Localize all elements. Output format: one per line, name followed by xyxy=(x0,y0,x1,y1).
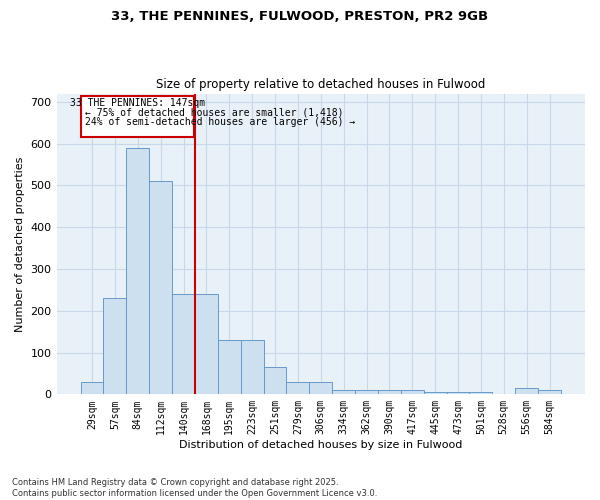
Bar xyxy=(286,382,310,394)
Bar xyxy=(310,382,332,394)
Bar xyxy=(195,294,218,394)
Bar xyxy=(332,390,355,394)
Bar xyxy=(241,340,263,394)
Text: 33, THE PENNINES, FULWOOD, PRESTON, PR2 9GB: 33, THE PENNINES, FULWOOD, PRESTON, PR2 … xyxy=(112,10,488,23)
Bar xyxy=(172,294,195,394)
Text: Contains HM Land Registry data © Crown copyright and database right 2025.
Contai: Contains HM Land Registry data © Crown c… xyxy=(12,478,377,498)
Text: ← 75% of detached houses are smaller (1,418): ← 75% of detached houses are smaller (1,… xyxy=(85,108,344,118)
X-axis label: Distribution of detached houses by size in Fulwood: Distribution of detached houses by size … xyxy=(179,440,463,450)
Y-axis label: Number of detached properties: Number of detached properties xyxy=(15,156,25,332)
Bar xyxy=(149,182,172,394)
FancyBboxPatch shape xyxy=(80,96,194,138)
Text: 33 THE PENNINES: 147sqm: 33 THE PENNINES: 147sqm xyxy=(70,98,205,108)
Text: 24% of semi-detached houses are larger (456) →: 24% of semi-detached houses are larger (… xyxy=(85,118,355,128)
Bar xyxy=(103,298,127,394)
Bar xyxy=(401,390,424,394)
Bar xyxy=(538,390,561,394)
Bar xyxy=(80,382,103,394)
Bar xyxy=(424,392,446,394)
Bar xyxy=(469,392,493,394)
Title: Size of property relative to detached houses in Fulwood: Size of property relative to detached ho… xyxy=(156,78,485,91)
Bar xyxy=(515,388,538,394)
Bar xyxy=(446,392,469,394)
Bar xyxy=(263,367,286,394)
Bar xyxy=(378,390,401,394)
Bar xyxy=(127,148,149,394)
Bar xyxy=(218,340,241,394)
Bar xyxy=(355,390,378,394)
